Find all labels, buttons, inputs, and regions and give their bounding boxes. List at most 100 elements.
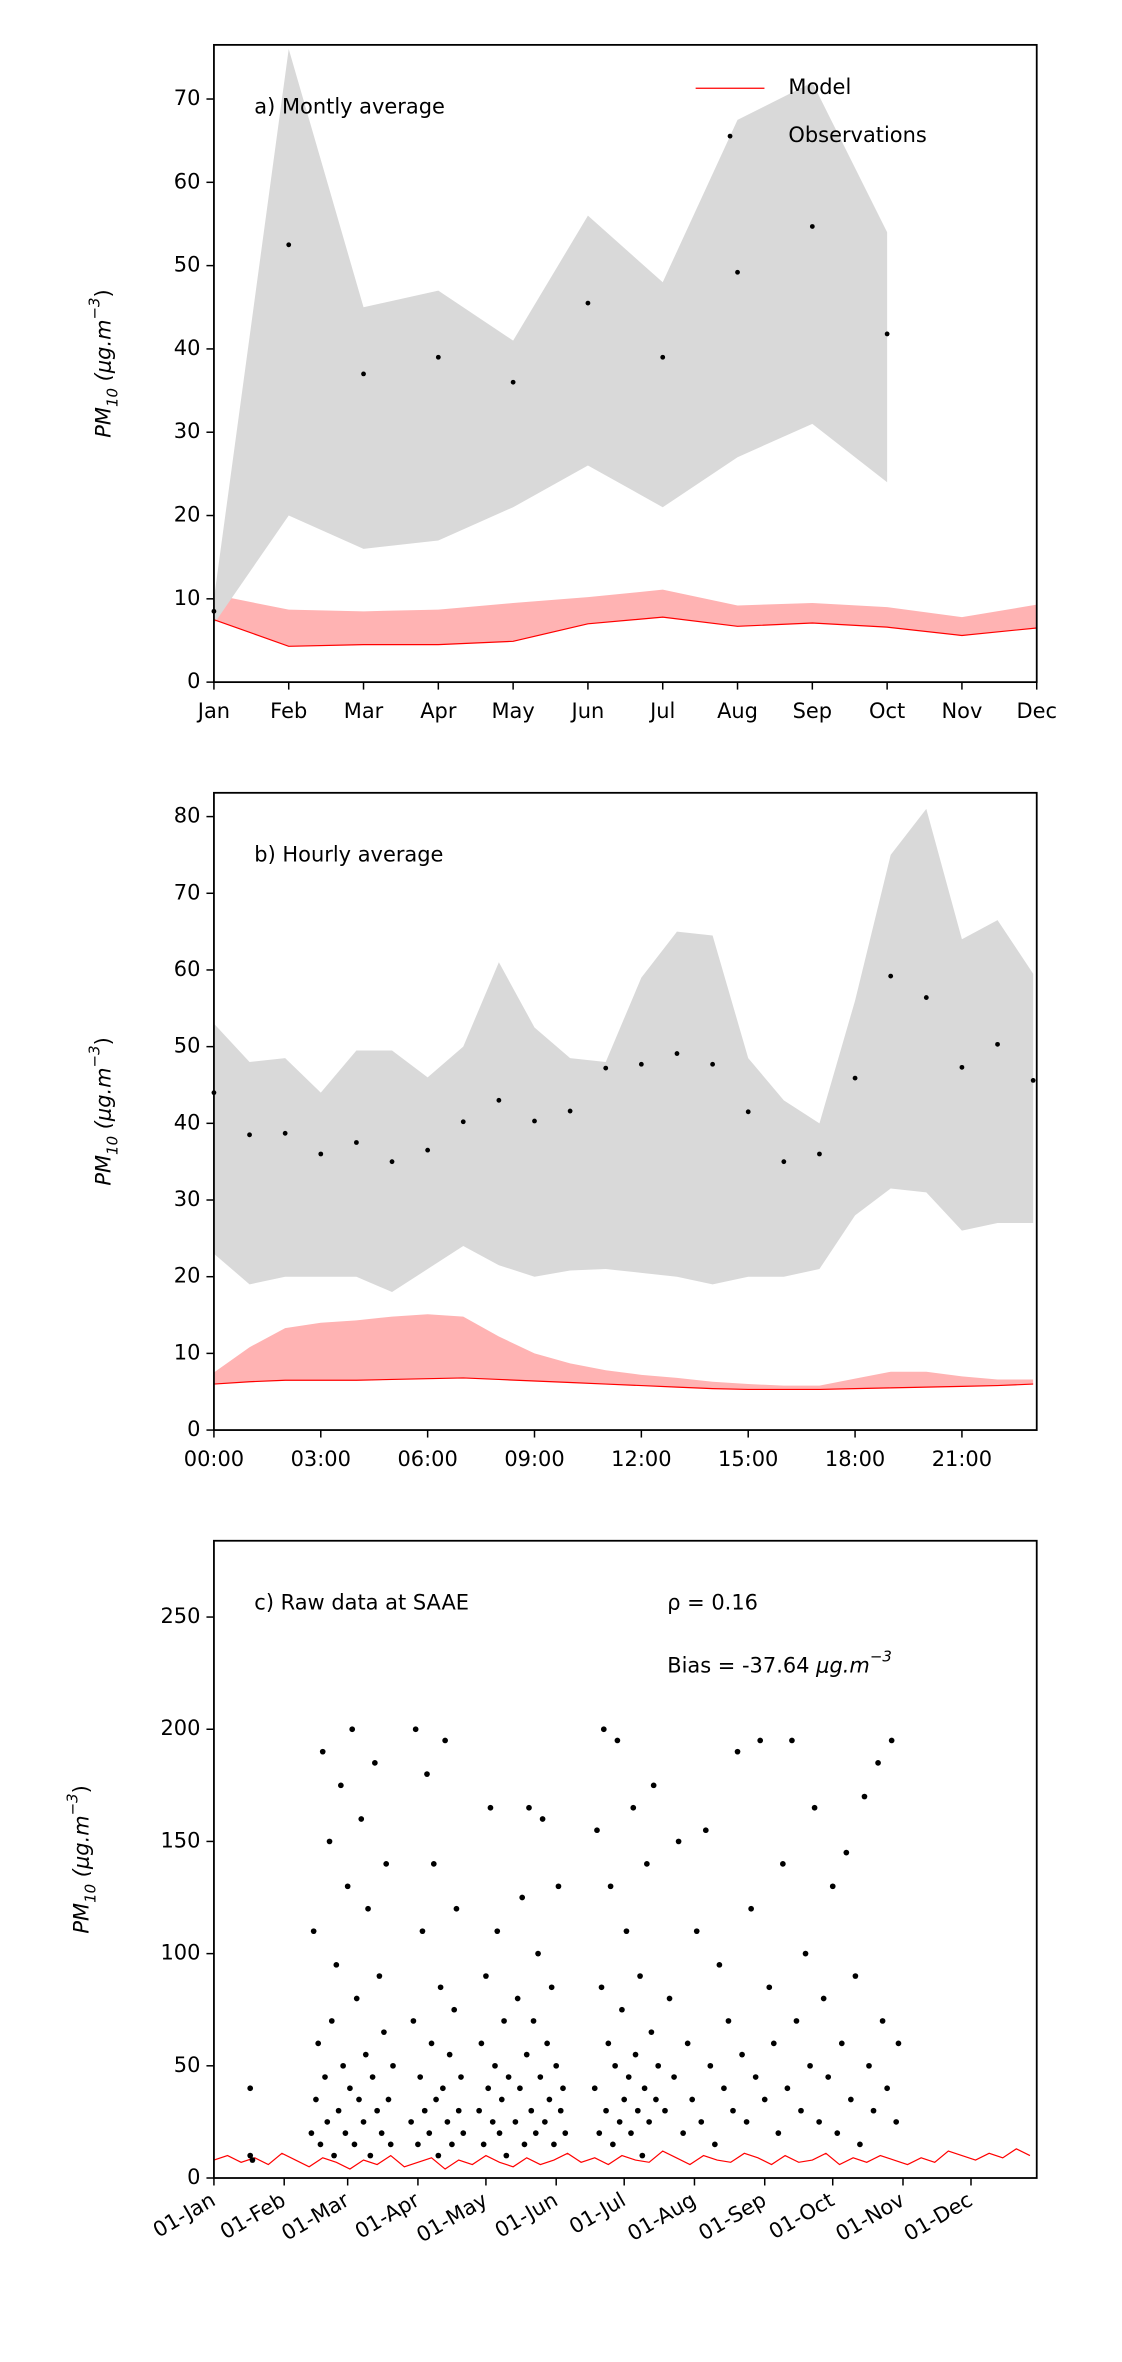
observation-dot — [809, 224, 815, 229]
observation-dot — [417, 2074, 424, 2080]
bias-part: −3 — [870, 1647, 892, 1665]
x-tick-label: 01-Jun — [491, 2188, 562, 2243]
observation-dot — [671, 2074, 677, 2080]
observation-dot — [451, 2006, 458, 2013]
observation-dot — [340, 2062, 346, 2069]
observation-dot — [820, 1995, 827, 2002]
observation-dot — [319, 1748, 326, 1755]
observation-dot — [528, 2107, 535, 2114]
y-axis-label-part: −3 — [86, 297, 104, 319]
observation-dot — [324, 2119, 331, 2125]
observation-dot — [603, 1065, 609, 1071]
x-tick-label: Aug — [717, 699, 758, 723]
y-tick-label: 30 — [174, 1187, 201, 1211]
observation-dot — [526, 1804, 532, 1811]
observation-dot — [607, 1883, 614, 1890]
y-axis-label-part: 10 — [81, 1884, 99, 1903]
observation-dot — [410, 2018, 417, 2024]
observation-dot — [523, 2051, 530, 2058]
observation-dot — [440, 2085, 446, 2092]
y-tick-label: 80 — [174, 804, 201, 828]
x-tick-label: Mar — [344, 699, 384, 723]
observation-dot — [532, 2130, 539, 2136]
x-tick-label: Sep — [793, 699, 832, 723]
observation-dot — [487, 1804, 494, 1811]
x-tick-label: 06:00 — [397, 1447, 457, 1471]
observation-dot — [360, 2119, 367, 2125]
observation-dot — [535, 1950, 541, 1957]
observation-dot — [829, 1883, 836, 1890]
observation-dot — [875, 1760, 881, 1766]
band — [213, 808, 1034, 1293]
y-axis-label-part: (μg.m — [92, 319, 116, 387]
observation-dot — [621, 2096, 628, 2103]
observation-dot — [435, 354, 441, 360]
observation-dot — [342, 2130, 349, 2136]
band — [213, 49, 888, 624]
observation-dot — [648, 2029, 655, 2035]
observation-dot — [551, 2141, 557, 2148]
observation-dot — [347, 2085, 353, 2092]
observation-dot — [460, 2130, 467, 2136]
observation-dot — [761, 2096, 768, 2103]
observation-dot — [361, 371, 366, 377]
observation-dot — [560, 2085, 566, 2092]
correlation-annotation: ρ = 0.16 — [667, 1591, 758, 1615]
observation-dot — [650, 1782, 657, 1789]
observation-dot — [585, 300, 591, 306]
observation-dot — [610, 2141, 616, 2148]
observation-dot — [419, 1928, 426, 1935]
observation-dot — [725, 2018, 732, 2024]
y-tick-label: 70 — [174, 86, 201, 110]
observation-dot — [857, 2141, 863, 2148]
observation-dot — [888, 1737, 895, 1744]
observation-dot — [653, 2096, 659, 2103]
plot-frame — [213, 43, 1038, 684]
observation-dot — [247, 1132, 252, 1138]
observation-dot — [390, 2062, 396, 2069]
observation-dot — [743, 2119, 750, 2125]
observation-dot — [247, 2085, 254, 2092]
observation-dot — [331, 2152, 337, 2159]
y-axis-label-part: PM — [92, 1155, 116, 1186]
observation-dot — [598, 1984, 605, 1991]
observation-dot — [453, 1905, 460, 1912]
y-tick-label: 20 — [174, 1264, 201, 1288]
observation-dot — [408, 2119, 414, 2125]
observation-dot — [544, 2040, 550, 2047]
observation-dot — [594, 1827, 600, 1834]
observation-dot — [546, 2096, 553, 2103]
observation-dot — [734, 1748, 741, 1755]
observation-dot — [707, 2062, 714, 2069]
observation-dot — [843, 1849, 850, 1856]
observation-dot — [478, 2040, 485, 2047]
observation-dot — [317, 2141, 324, 2148]
observation-dot — [923, 995, 929, 1000]
observation-dot — [415, 2141, 421, 2148]
bias-annotation: Bias = -37.64 μg.m−3 — [667, 1647, 892, 1677]
observation-dot — [770, 2040, 777, 2047]
observation-dot — [553, 2062, 560, 2069]
band — [213, 589, 1037, 647]
band — [213, 1314, 1034, 1390]
y-tick-label: 30 — [174, 419, 201, 443]
observation-dot — [888, 973, 894, 979]
observation-dot — [530, 2018, 537, 2024]
y-axis-label-part: −3 — [86, 1045, 104, 1067]
x-tick-label: 01-Dec — [900, 2188, 977, 2246]
observation-dot — [605, 2040, 612, 2047]
observation-dot — [739, 2051, 745, 2058]
observation-dot — [680, 2130, 686, 2136]
observation-dot — [338, 1782, 344, 1789]
legend-label: Observations — [788, 123, 926, 147]
x-tick-label: 01-May — [412, 2188, 491, 2248]
y-tick-label: 0 — [187, 669, 200, 693]
y-tick-label: 10 — [174, 1340, 201, 1364]
observation-dot — [684, 2040, 691, 2047]
observation-dot — [666, 1995, 673, 2002]
observation-dot — [852, 1075, 858, 1081]
observation-dot — [662, 2107, 668, 2114]
observation-dot — [628, 2130, 634, 2136]
observation-dot — [675, 1838, 682, 1845]
observation-dot — [632, 2051, 639, 2058]
